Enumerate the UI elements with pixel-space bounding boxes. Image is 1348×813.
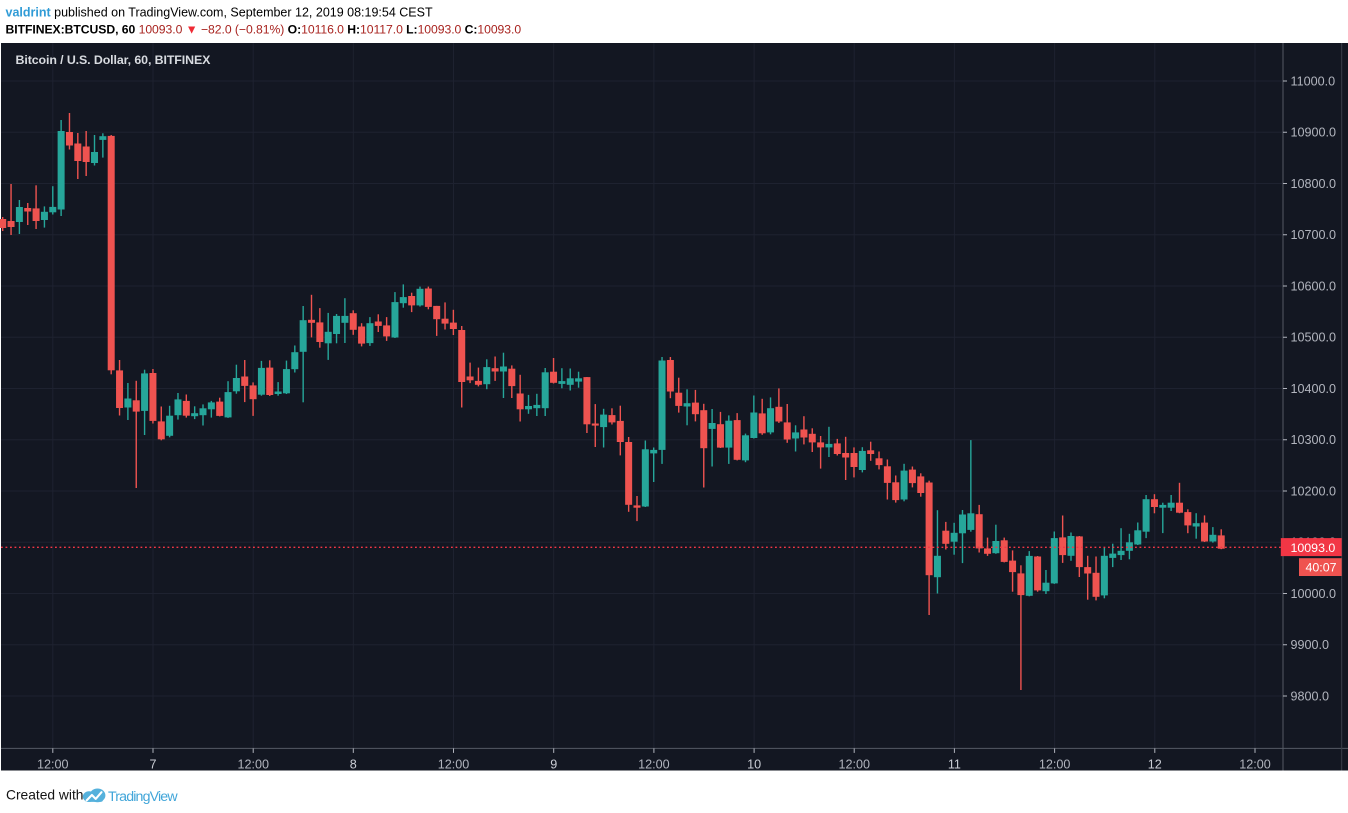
svg-text:10900.0: 10900.0 — [1291, 126, 1337, 140]
svg-text:10500.0: 10500.0 — [1291, 331, 1337, 345]
svg-text:10093.0: 10093.0 — [1291, 541, 1336, 555]
svg-text:12:00: 12:00 — [1239, 757, 1271, 771]
svg-text:10: 10 — [747, 757, 761, 771]
svg-text:9900.0: 9900.0 — [1291, 638, 1330, 652]
svg-text:9: 9 — [550, 757, 557, 771]
svg-text:12: 12 — [1148, 757, 1162, 771]
svg-text:8: 8 — [350, 757, 357, 771]
svg-text:7: 7 — [149, 757, 156, 771]
svg-text:12:00: 12:00 — [1039, 757, 1071, 771]
svg-text:10400.0: 10400.0 — [1291, 382, 1337, 396]
svg-text:9800.0: 9800.0 — [1291, 689, 1330, 703]
svg-text:10300.0: 10300.0 — [1291, 433, 1337, 447]
svg-text:BITFINEX:BTCUSD, 60 10093.0 ▼: BITFINEX:BTCUSD, 60 10093.0 ▼ −82.0 (−0.… — [6, 23, 522, 37]
svg-text:12:00: 12:00 — [237, 757, 269, 771]
svg-text:10800.0: 10800.0 — [1291, 177, 1337, 191]
svg-text:Created with: Created with — [6, 788, 83, 803]
svg-text:11: 11 — [948, 757, 961, 771]
svg-text:12:00: 12:00 — [638, 757, 670, 771]
svg-text:12:00: 12:00 — [37, 757, 69, 771]
svg-text:40:07: 40:07 — [1306, 561, 1337, 575]
svg-text:Bitcoin / U.S. Dollar, 60, BIT: Bitcoin / U.S. Dollar, 60, BITFINEX — [16, 53, 212, 67]
svg-text:11000.0: 11000.0 — [1291, 74, 1336, 88]
svg-text:10700.0: 10700.0 — [1291, 228, 1337, 242]
svg-text:TradingView: TradingView — [108, 789, 178, 805]
svg-text:12:00: 12:00 — [838, 757, 870, 771]
svg-text:valdrint published on TradingV: valdrint published on TradingView.com, S… — [6, 6, 433, 20]
svg-text:10200.0: 10200.0 — [1291, 484, 1337, 498]
svg-text:10600.0: 10600.0 — [1291, 279, 1337, 293]
svg-text:10000.0: 10000.0 — [1291, 587, 1337, 601]
svg-text:12:00: 12:00 — [438, 757, 470, 771]
